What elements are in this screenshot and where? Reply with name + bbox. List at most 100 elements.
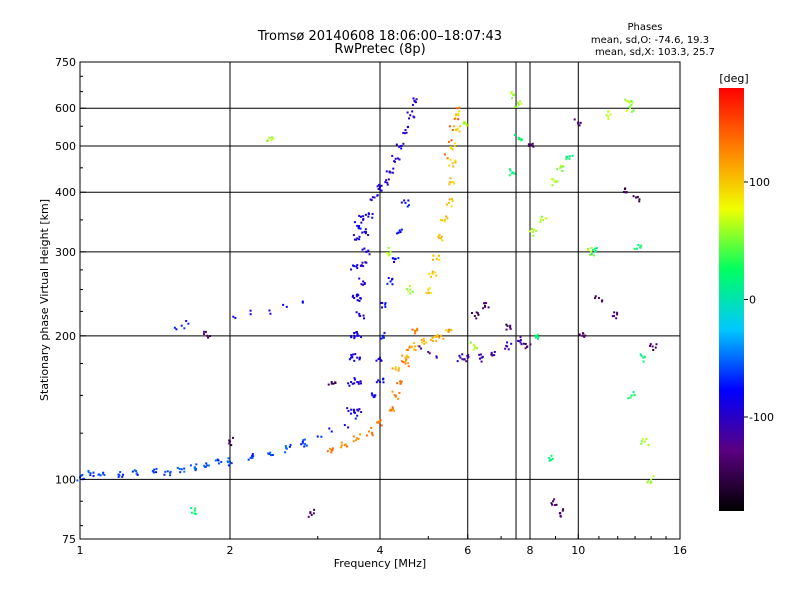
data-point xyxy=(87,469,90,472)
data-point xyxy=(556,180,559,183)
data-point xyxy=(394,368,397,371)
data-point xyxy=(483,304,486,307)
data-point xyxy=(404,201,407,204)
data-point xyxy=(193,467,196,470)
data-point xyxy=(469,341,472,344)
data-point xyxy=(476,312,479,315)
data-point xyxy=(600,300,603,303)
data-point xyxy=(445,203,448,206)
data-point xyxy=(359,297,362,300)
data-point xyxy=(561,509,564,512)
data-point xyxy=(361,248,364,251)
data-point xyxy=(408,285,411,288)
data-point xyxy=(405,288,408,291)
data-point xyxy=(385,251,388,254)
data-point xyxy=(152,469,155,472)
data-point xyxy=(332,382,335,385)
data-point xyxy=(630,394,633,397)
data-point xyxy=(356,408,359,411)
data-point xyxy=(366,250,369,253)
data-point xyxy=(270,139,273,142)
data-point xyxy=(367,430,370,433)
data-point xyxy=(632,391,635,394)
data-point xyxy=(451,181,454,184)
data-point xyxy=(354,378,357,381)
data-point xyxy=(380,424,383,427)
data-point xyxy=(155,467,158,470)
data-point xyxy=(513,94,516,97)
data-point xyxy=(451,148,454,151)
data-point xyxy=(654,346,657,349)
data-point xyxy=(187,322,190,325)
data-point xyxy=(352,294,355,297)
data-point xyxy=(532,145,535,148)
data-point xyxy=(369,198,372,201)
data-point xyxy=(330,382,333,385)
data-point xyxy=(590,246,593,249)
data-point xyxy=(487,306,490,309)
data-point xyxy=(194,507,197,510)
data-point xyxy=(561,169,564,172)
data-point xyxy=(404,356,407,359)
data-point xyxy=(356,332,359,335)
data-point xyxy=(427,288,430,291)
y-tick-label: 400 xyxy=(55,186,76,199)
data-point xyxy=(550,178,553,181)
data-point xyxy=(441,219,444,222)
data-point xyxy=(450,139,453,142)
data-point xyxy=(461,358,464,361)
data-point xyxy=(135,472,138,475)
data-point xyxy=(102,472,105,475)
data-point xyxy=(435,335,438,338)
data-point xyxy=(396,382,399,385)
data-point xyxy=(443,218,446,221)
data-point xyxy=(407,290,410,293)
data-point xyxy=(268,452,271,455)
data-point xyxy=(558,512,561,515)
data-point xyxy=(103,474,106,477)
data-point xyxy=(179,471,182,474)
data-point xyxy=(193,512,196,515)
data-point xyxy=(443,153,446,156)
data-point xyxy=(431,336,434,339)
y-tick-label: 750 xyxy=(55,56,76,69)
data-point xyxy=(357,409,360,412)
data-point xyxy=(391,171,394,174)
data-point xyxy=(350,408,353,411)
data-point xyxy=(89,474,92,477)
data-point xyxy=(357,381,360,384)
data-point xyxy=(447,140,450,143)
data-point xyxy=(594,295,597,298)
data-point xyxy=(482,307,485,310)
data-point xyxy=(400,201,403,204)
data-point xyxy=(539,218,542,221)
data-point xyxy=(439,237,442,240)
data-point xyxy=(350,353,353,356)
data-point xyxy=(376,194,379,197)
data-point xyxy=(356,356,359,359)
data-point xyxy=(249,456,252,459)
data-point xyxy=(326,450,329,453)
data-point xyxy=(452,165,455,168)
data-point xyxy=(639,246,642,249)
data-point xyxy=(437,236,440,239)
data-point xyxy=(630,104,633,107)
data-point xyxy=(368,253,371,256)
data-point xyxy=(583,335,586,338)
data-point xyxy=(359,215,362,218)
data-point xyxy=(183,327,186,330)
data-point xyxy=(289,443,292,446)
data-point xyxy=(592,254,595,257)
data-point xyxy=(490,351,493,354)
data-point xyxy=(555,503,558,506)
data-point xyxy=(392,167,395,170)
data-point xyxy=(635,247,638,250)
data-point xyxy=(393,260,396,263)
data-point xyxy=(393,409,396,412)
data-point xyxy=(450,205,453,208)
data-point xyxy=(391,154,394,157)
data-point xyxy=(397,397,400,400)
data-point xyxy=(587,249,590,252)
data-point xyxy=(405,131,408,134)
